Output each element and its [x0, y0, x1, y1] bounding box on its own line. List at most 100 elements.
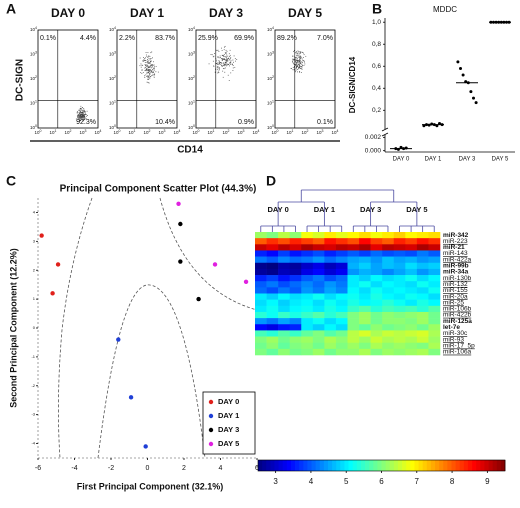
event-dot [80, 108, 82, 110]
event-dot [227, 74, 229, 76]
event-dot [84, 117, 86, 119]
heatmap-cell [266, 311, 279, 319]
x-tick-label: 103 [238, 129, 245, 135]
row-label: miR-106a [443, 349, 472, 356]
heatmap-cell [370, 262, 383, 270]
colorbar-segment [352, 460, 358, 471]
heatmap-cell [335, 336, 348, 343]
colorbar-tick-label: 3 [273, 477, 278, 486]
event-dot [144, 77, 146, 78]
heatmap-cell [324, 293, 337, 300]
event-dot [83, 118, 85, 120]
event-dot [224, 67, 226, 69]
event-dot [230, 62, 232, 64]
heatmap-cell [301, 238, 314, 245]
event-dot [298, 51, 300, 53]
heatmap-cell [335, 238, 348, 245]
colorbar-tick-label: 8 [450, 477, 455, 486]
event-dot [152, 70, 154, 72]
heatmap-cell [324, 244, 337, 251]
event-dot [77, 117, 79, 119]
heatmap-cell [382, 232, 395, 239]
event-dot [80, 107, 81, 109]
event-dot [299, 66, 301, 68]
event-dot [221, 65, 223, 66]
event-dot [295, 52, 297, 53]
event-dot [84, 111, 85, 113]
heatmap-cell [278, 330, 290, 337]
event-dot [79, 113, 81, 115]
x-tick-label: -2 [108, 465, 114, 472]
event-dot [297, 52, 299, 54]
heatmap-cell [335, 348, 348, 356]
event-dot [146, 61, 148, 63]
colorbar-segment [307, 460, 312, 471]
heatmap-cell [289, 244, 302, 251]
x-tick-label: 101 [208, 129, 215, 135]
row-label: miR-106b [443, 306, 472, 313]
event-dot [152, 72, 154, 74]
event-dot [144, 67, 146, 69]
tick-base: 10 [287, 130, 293, 135]
event-dot [81, 112, 82, 114]
heatmap-cell [370, 348, 383, 356]
heatmap-cell [312, 318, 325, 325]
heatmap-cell [428, 250, 441, 257]
colorbar-segment [397, 460, 403, 471]
event-dot [145, 74, 147, 76]
heatmap-cell [359, 287, 371, 294]
event-dot [295, 61, 296, 63]
heatmap-cell [301, 275, 314, 282]
event-dot [225, 57, 227, 59]
heatmap-cell [301, 293, 314, 300]
event-dot [298, 64, 300, 66]
event-dot [297, 60, 298, 61]
colorbar-segment [447, 460, 452, 471]
heatmap-cell [370, 256, 383, 264]
event-dot [83, 110, 84, 112]
heatmap-cell [370, 305, 383, 313]
heatmap-cell [278, 348, 290, 356]
legend-label: DAY 1 [218, 411, 239, 420]
event-dot [80, 118, 82, 120]
heatmap-cell [289, 324, 302, 331]
event-dot [296, 59, 298, 61]
event-dot [148, 75, 150, 77]
heatmap-cell [324, 256, 337, 264]
event-dot [147, 69, 149, 70]
event-dot [146, 81, 148, 83]
heatmap-cell [266, 262, 279, 270]
data-point [459, 66, 462, 70]
tick-exponent: 4 [272, 26, 274, 30]
event-dot [218, 69, 220, 71]
heatmap-cell [347, 336, 360, 343]
heatmap-cell [324, 318, 337, 325]
event-dot [234, 66, 236, 68]
event-dot [146, 72, 148, 74]
event-dot [149, 66, 151, 67]
y-tick-label: 101 [188, 99, 195, 105]
tick-exponent: 2 [70, 129, 72, 133]
heatmap-cell [255, 318, 267, 325]
heatmap-cell [301, 244, 314, 251]
colorbar-segment [385, 460, 391, 471]
heatmap-cell [312, 268, 325, 276]
heatmap-cell [278, 287, 290, 294]
colorbar-segment [278, 460, 284, 471]
colorbar-segment [406, 460, 411, 471]
y-tick-label: 100 [267, 124, 274, 130]
event-dot [81, 107, 83, 109]
tick-base: 10 [267, 125, 273, 130]
event-dot [84, 109, 86, 111]
event-dot [147, 66, 149, 68]
data-point [399, 145, 403, 149]
axis-label: First Principal Component (32.1%) [77, 481, 224, 491]
plot-frame [274, 29, 336, 129]
heatmap-cell [278, 305, 290, 313]
event-dot [149, 68, 151, 70]
event-dot [83, 118, 84, 120]
event-dot [221, 60, 223, 62]
event-dot [143, 60, 145, 62]
data-point [456, 60, 460, 64]
event-dot [151, 66, 153, 68]
